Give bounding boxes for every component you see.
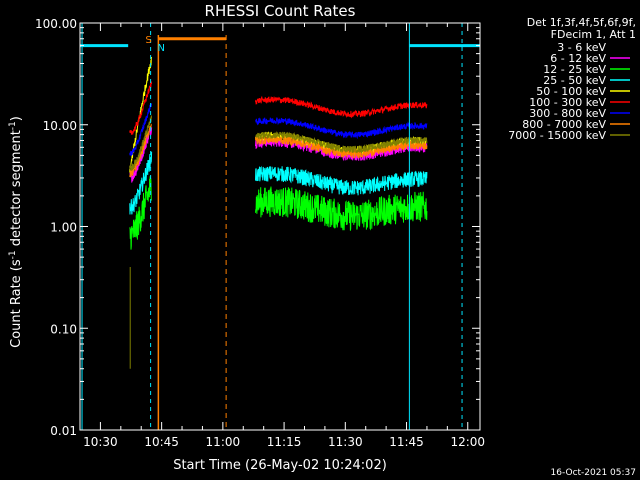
- saa-label: S: [145, 35, 151, 46]
- x-axis-label: Start Time (26-May-02 10:24:02): [173, 458, 387, 473]
- data-layer: [129, 56, 428, 369]
- series-3-6-early: [129, 178, 153, 254]
- x-tick-label: 11:15: [267, 435, 302, 449]
- legend-header: FDecim 1, Att 1: [551, 28, 636, 41]
- legend-entry-label: 100 - 300 keV: [529, 96, 606, 109]
- series-7000-15000-early: [129, 115, 153, 171]
- night-label: N: [157, 43, 164, 54]
- y-tick-label: 100.00: [35, 17, 77, 31]
- y-tick-label: 1.00: [50, 221, 77, 235]
- series-100-300-main: [255, 95, 428, 119]
- y-tick-label: 10.00: [43, 119, 77, 133]
- timestamp: 16-Oct-2021 05:37: [551, 468, 636, 478]
- legend-entry-label: 800 - 7000 keV: [522, 118, 606, 131]
- x-tick-label: 10:30: [83, 435, 118, 449]
- y-axis-label: Count Rate (s-1 detector segment-1): [8, 116, 24, 348]
- x-tick-label: 11:00: [206, 435, 241, 449]
- series-300-800-early: [129, 103, 153, 157]
- legend-entry-label: 12 - 25 keV: [543, 63, 606, 76]
- legend-entry-label: 300 - 800 keV: [529, 107, 606, 120]
- x-tick-label: 12:00: [450, 435, 485, 449]
- legend: Det 1f,3f,4f,5f,6f,9f,FDecim 1, Att 13 -…: [508, 16, 636, 142]
- series-25-50-main: [255, 165, 428, 196]
- series-7000-15000-main: [255, 131, 428, 154]
- chart-title: RHESSI Count Rates: [205, 2, 356, 20]
- series-100-300-early: [129, 81, 153, 135]
- series-12-25-early: [129, 176, 153, 250]
- y-tick-label: 0.10: [50, 322, 77, 336]
- x-tick-label: 11:30: [328, 435, 363, 449]
- y-tick-label: 0.01: [50, 424, 77, 438]
- series-300-800-main: [255, 117, 428, 140]
- x-tick-label: 11:45: [389, 435, 424, 449]
- series-12-25-main: [255, 186, 428, 231]
- legend-entry-label: 50 - 100 keV: [536, 85, 606, 98]
- series-25-50-early: [129, 151, 153, 215]
- legend-entry-label: 25 - 50 keV: [543, 74, 606, 87]
- legend-header: Det 1f,3f,4f,5f,6f,9f,: [527, 16, 636, 29]
- series-800-7000-early: [129, 123, 153, 178]
- legend-entry-label: 6 - 12 keV: [550, 52, 606, 65]
- series-3-6-main: [255, 187, 428, 242]
- axes-layer: 100.00 10.00 1.00 0.10 0.01 10:30 10:45 11:00 11…: [35, 17, 485, 449]
- legend-entry-label: 7000 - 15000 keV: [508, 129, 606, 142]
- legend-entry-label: 3 - 6 keV: [557, 41, 606, 54]
- x-tick-label: 10:45: [144, 435, 179, 449]
